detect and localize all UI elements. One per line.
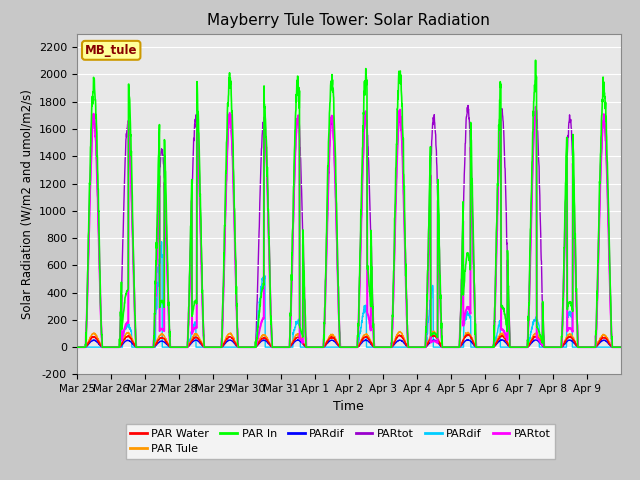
Text: MB_tule: MB_tule [85, 44, 138, 57]
Y-axis label: Solar Radiation (W/m2 and umol/m2/s): Solar Radiation (W/m2 and umol/m2/s) [20, 89, 33, 319]
Title: Mayberry Tule Tower: Solar Radiation: Mayberry Tule Tower: Solar Radiation [207, 13, 490, 28]
Legend: PAR Water, PAR Tule, PAR In, PARdif, PARtot, PARdif, PARtot: PAR Water, PAR Tule, PAR In, PARdif, PAR… [126, 424, 555, 459]
X-axis label: Time: Time [333, 400, 364, 413]
